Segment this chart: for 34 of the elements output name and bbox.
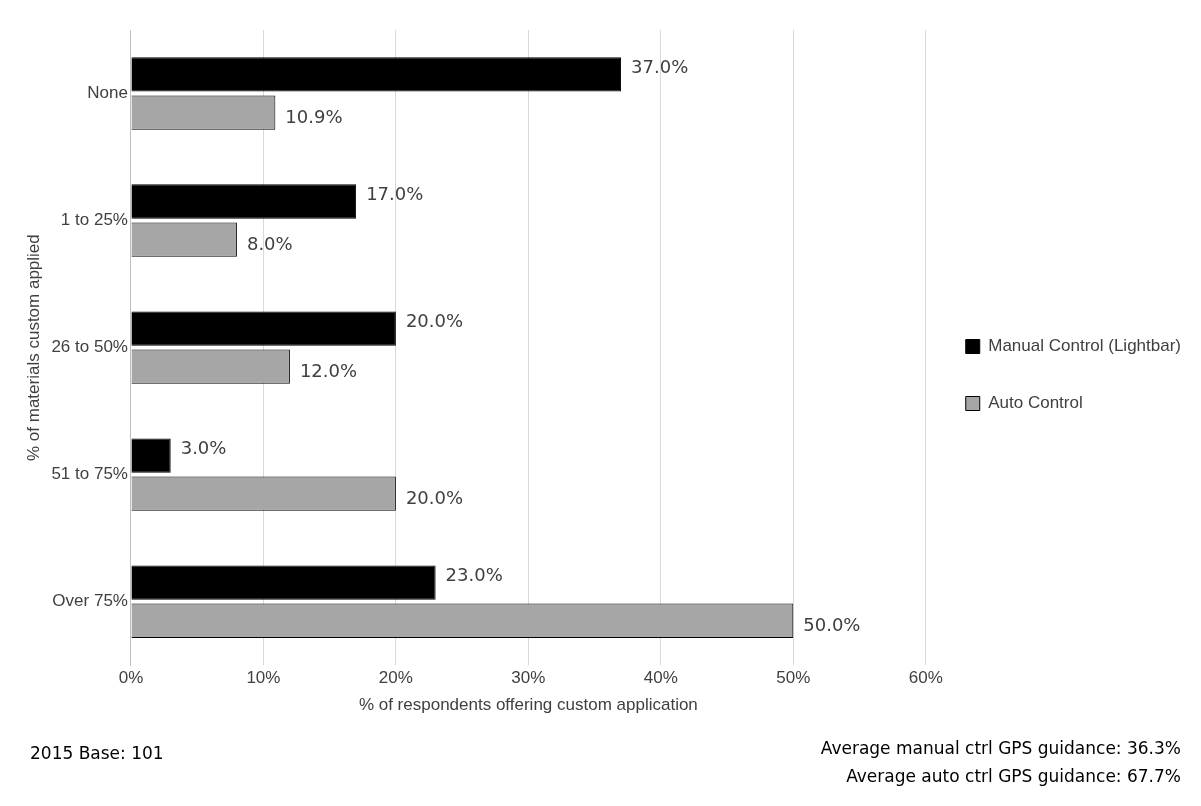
data-label: 10.9% (285, 106, 343, 128)
bar (131, 438, 171, 473)
x-tick-label: 60% (908, 668, 943, 688)
x-tick-label: 30% (511, 668, 546, 688)
data-label: 23.0% (445, 564, 503, 586)
x-tick-label: 40% (643, 668, 678, 688)
legend-label: Manual Control (Lightbar) (988, 336, 1181, 356)
bar (131, 57, 622, 92)
data-label: 20.0% (405, 487, 464, 509)
bar (131, 311, 396, 346)
y-axis-title: % of materials custom applied (23, 234, 43, 461)
y-tick-label: 1 to 25% (60, 210, 128, 230)
data-label: 8.0% (246, 233, 293, 255)
bar (131, 184, 357, 219)
y-tick-label: 26 to 50% (51, 337, 128, 357)
data-label: 12.0% (299, 360, 358, 382)
text: Average auto ctrl GPS guidance: 67.7% (846, 766, 1181, 786)
data-label: 50.0% (803, 614, 861, 636)
y-tick-label: None (87, 83, 128, 103)
x-tick-label: 10% (246, 668, 281, 688)
x-tick-label: 20% (378, 668, 413, 688)
data-label: 3.0% (180, 437, 227, 459)
y-tick-label: 51 to 75% (51, 464, 128, 484)
legend-label: Auto Control (988, 393, 1083, 413)
x-tick-label: 0% (118, 668, 144, 688)
bar (131, 565, 436, 600)
text: Average manual ctrl GPS guidance: 36.3% (820, 738, 1181, 758)
x-tick-label: 50% (776, 668, 811, 688)
y-tick-label: Over 75% (52, 591, 128, 611)
data-label: 37.0% (631, 56, 689, 78)
data-label: 17.0% (366, 183, 424, 205)
text: 2015 Base: 101 (30, 743, 164, 763)
data-label: 20.0% (405, 310, 464, 332)
x-axis-title: % of respondents offering custom application (358, 695, 698, 715)
